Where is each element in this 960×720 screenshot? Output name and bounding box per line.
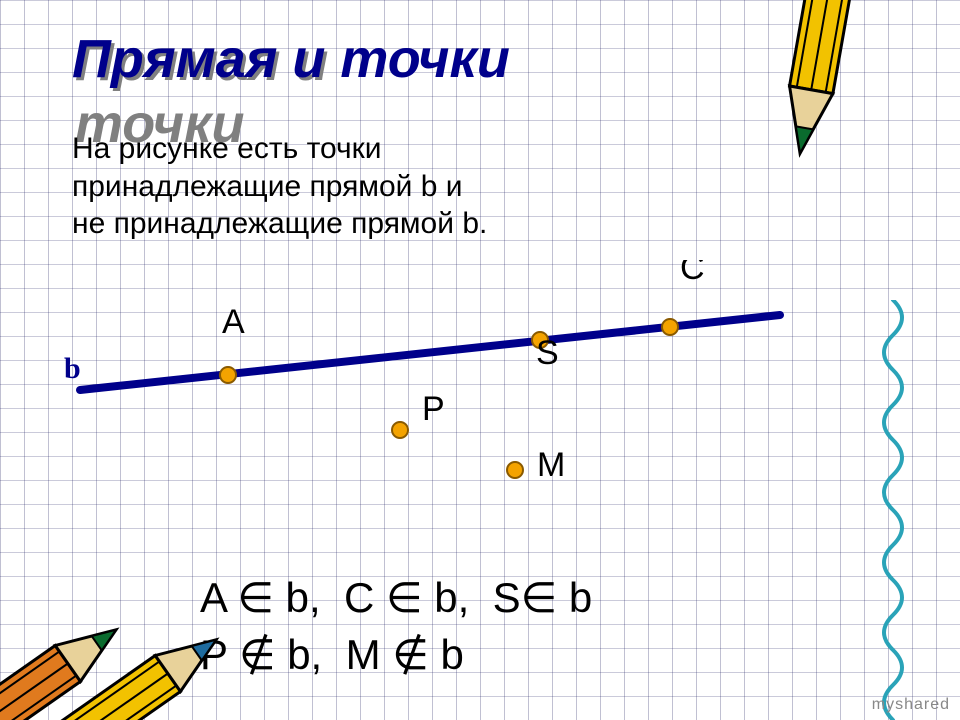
yellow-pencil-tr xyxy=(635,0,960,225)
point-C xyxy=(662,319,678,335)
point-A-label: A xyxy=(222,303,245,341)
subtitle-line-1: принадлежащие прямой b и xyxy=(72,168,487,206)
point-M-label: M xyxy=(537,446,565,484)
yellow-pencil-bl xyxy=(0,525,305,720)
notin-symbol: ∉ xyxy=(392,631,429,678)
point-M xyxy=(507,462,523,478)
geometry-diagram: b A S C P M xyxy=(60,260,800,520)
point-S-label: S xyxy=(536,334,559,372)
point-P xyxy=(392,422,408,438)
page-title-front: Прямая и точки xyxy=(72,29,510,89)
subtitle-line-0: На рисунке есть точки xyxy=(72,130,487,168)
point-A xyxy=(220,367,236,383)
in-symbol: ∈ xyxy=(521,574,558,621)
subtitle-line-2: не принадлежащие прямой b. xyxy=(72,205,487,243)
point-P-label: P xyxy=(422,390,445,428)
page-title: Прямая и точки Прямая и точки xyxy=(72,28,510,90)
wavy-decoration xyxy=(870,300,916,720)
watermark: myshared xyxy=(872,696,950,714)
line-b-label: b xyxy=(64,352,81,385)
in-symbol: ∈ xyxy=(386,574,423,621)
point-C-label: C xyxy=(680,260,705,287)
subtitle-text: На рисунке есть точки принадлежащие прям… xyxy=(72,130,487,243)
